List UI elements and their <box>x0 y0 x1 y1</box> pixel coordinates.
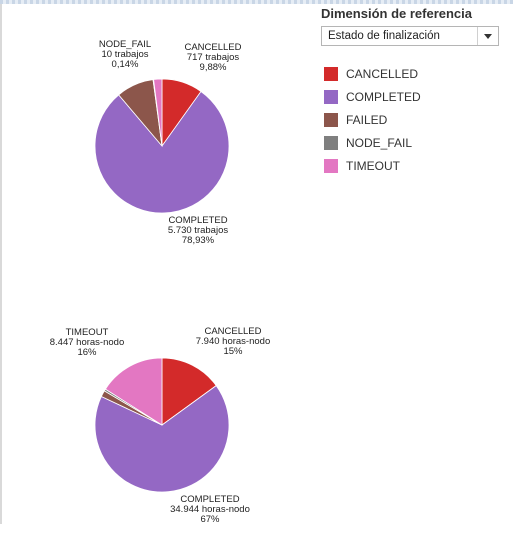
legend-label: COMPLETED <box>346 89 421 104</box>
legend-label: CANCELLED <box>346 66 419 81</box>
pie2-label-cancelled-pct: 15% <box>223 346 243 357</box>
pie2-label-completed: COMPLETED 34.944 horas-nodo 67% <box>170 495 250 525</box>
pie1-label-cancelled-name: CANCELLED <box>184 42 242 53</box>
legend-swatch-icon <box>324 158 338 173</box>
pie2-label-timeout-value: 8.447 horas-nodo <box>49 337 125 348</box>
pie2-label-completed-pct: 67% <box>200 514 220 525</box>
legend-label: NODE_FAIL <box>346 135 413 150</box>
pie1-label-completed-value: 5.730 trabajos <box>167 225 229 236</box>
pie2-label-cancelled: CANCELLED 7.940 horas-nodo 15% <box>196 327 270 357</box>
pie2-slice-timeout[interactable] <box>104 357 163 426</box>
pie1-label-cancelled-pct: 9,88% <box>199 62 227 73</box>
pie1-label-completed-pct: 78,93% <box>181 235 215 246</box>
select-value: Estado de finalización <box>328 30 440 42</box>
pie1-slice-timeout[interactable] <box>153 78 163 147</box>
pie2-label-completed-value: 34.944 horas-nodo <box>170 504 250 515</box>
pie2-slice-completed[interactable] <box>94 385 230 493</box>
pie2-label-timeout-name: TIMEOUT <box>65 327 109 338</box>
pie1-label-cancelled-value: 717 trabajos <box>186 52 240 63</box>
pie2-label-completed-name: COMPLETED <box>180 494 240 505</box>
pie1-label-node-fail-name: NODE_FAIL <box>98 39 152 50</box>
pie1-label-node-fail-value: 10 trabajos <box>101 49 149 60</box>
pie1-label-cancelled: CANCELLED 717 trabajos 9,88% <box>184 43 241 73</box>
reference-dimension-title: Dimensión de referencia <box>321 6 472 21</box>
chevron-down-icon[interactable] <box>477 27 498 45</box>
legend-item-failed[interactable]: FAILED <box>324 108 421 131</box>
legend-item-timeout[interactable]: TIMEOUT <box>324 154 421 177</box>
legend-swatch-icon <box>324 66 338 81</box>
legend-item-node-fail[interactable]: NODE_FAIL <box>324 131 421 154</box>
pie2-label-cancelled-name: CANCELLED <box>204 326 262 337</box>
pie1-label-node-fail-pct: 0,14% <box>111 59 139 70</box>
pie1-slice-completed[interactable] <box>94 90 230 214</box>
legend-item-cancelled[interactable]: CANCELLED <box>324 62 421 85</box>
pie1-label-completed: COMPLETED 5.730 trabajos 78,93% <box>168 216 228 246</box>
pie1-label-completed-name: COMPLETED <box>168 215 228 226</box>
pie-chart-2 <box>94 357 230 493</box>
legend-swatch-icon <box>324 135 338 150</box>
pie2-slice-cancelled[interactable] <box>161 357 217 426</box>
legend-swatch-icon <box>324 89 338 104</box>
pie-chart-1 <box>94 78 230 214</box>
legend-label: TIMEOUT <box>346 158 400 173</box>
pie2-label-cancelled-value: 7.940 horas-nodo <box>195 336 271 347</box>
legend-label: FAILED <box>346 112 388 127</box>
left-divider <box>0 4 2 524</box>
top-border <box>0 0 513 4</box>
reference-dimension-select[interactable]: Estado de finalización <box>321 26 499 46</box>
pie2-label-timeout-pct: 16% <box>77 347 97 358</box>
legend: CANCELLED COMPLETED FAILED NODE_FAIL TIM… <box>324 62 421 177</box>
legend-item-completed[interactable]: COMPLETED <box>324 85 421 108</box>
legend-swatch-icon <box>324 112 338 127</box>
pie1-label-node-fail: NODE_FAIL 10 trabajos 0,14% <box>99 40 151 70</box>
pie2-label-timeout: TIMEOUT 8.447 horas-nodo 16% <box>50 328 124 358</box>
